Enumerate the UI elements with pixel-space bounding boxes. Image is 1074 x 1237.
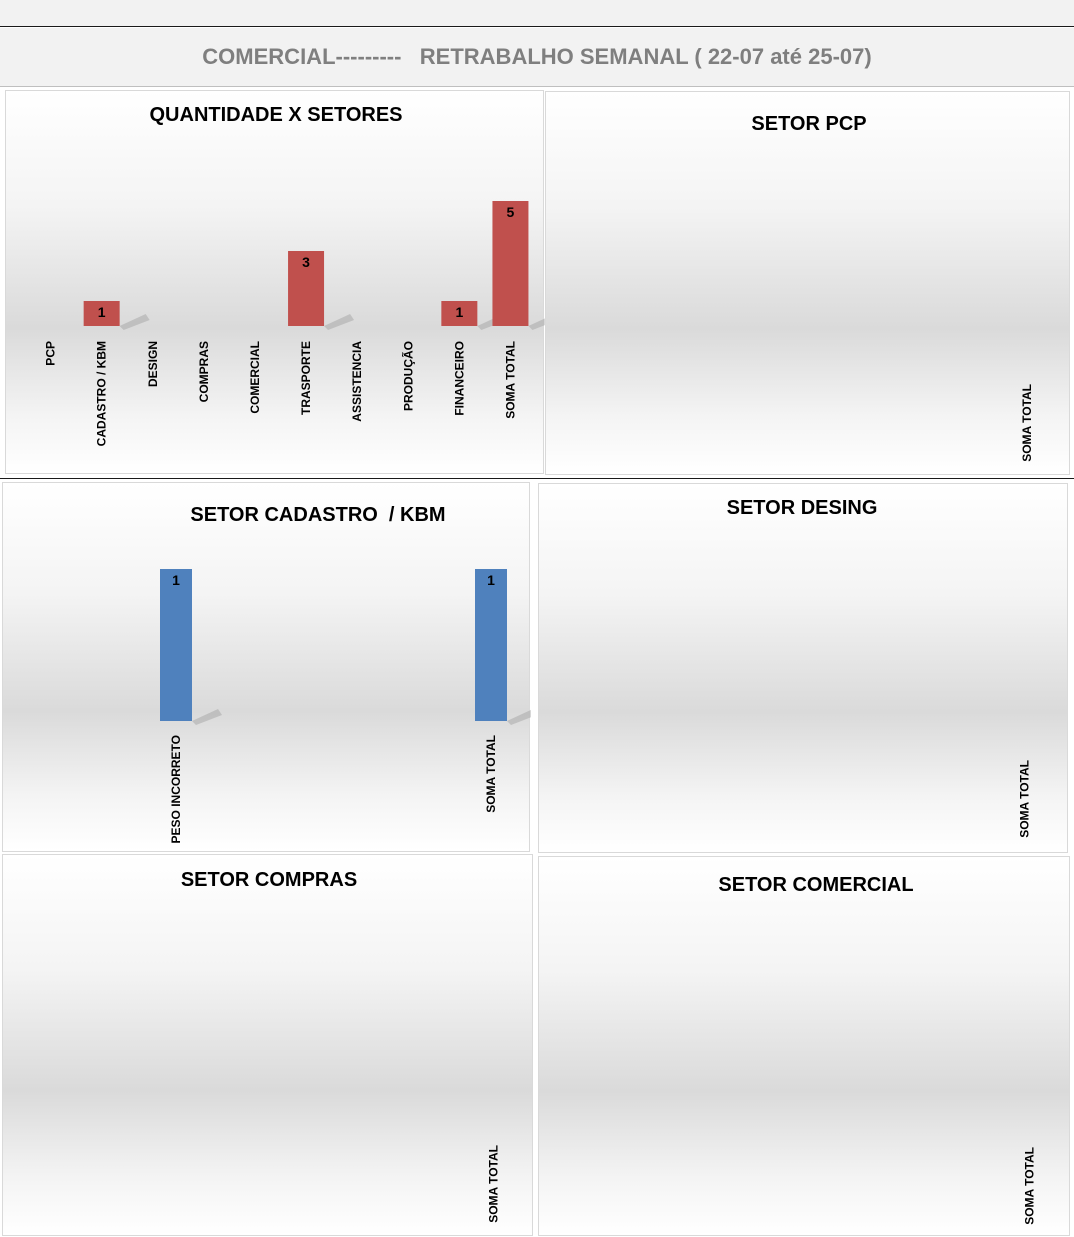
chart-setor-comercial: SETOR COMERCIAL SOMA TOTAL <box>538 856 1070 1236</box>
chart-quantidade-setores: QUANTIDADE X SETORES PCP 1 CADASTRO / KBM D… <box>5 90 545 474</box>
bar <box>288 251 325 326</box>
x-tick-label: SOMA TOTAL <box>503 341 517 419</box>
bar-chart-svg: SOMA TOTAL <box>1022 1147 1036 1225</box>
data-label: 5 <box>507 204 515 220</box>
x-tick-label: CADASTRO / KBM <box>95 341 109 446</box>
chart-title: QUANTIDADE X SETORES <box>149 104 403 126</box>
bar <box>492 201 529 326</box>
chart-title: SETOR COMERCIAL <box>718 874 914 896</box>
x-tick-label: PESO INCORRETO <box>169 735 183 843</box>
bar <box>83 301 120 326</box>
chart-setor-cadastro: SETOR CADASTRO / KBM 1 PESO INCORRETO 1 SOM… <box>2 482 531 852</box>
data-label: 1 <box>455 304 463 320</box>
top-strip <box>0 0 1074 27</box>
x-tick-label: ASSISTENCIA <box>350 341 364 422</box>
bar-chart-svg: SOMA TOTAL <box>1020 384 1034 462</box>
chart-title: SETOR COMPRAS <box>180 869 358 891</box>
bar-shadow <box>324 314 355 330</box>
x-tick-label: FINANCEIRO <box>452 341 466 416</box>
section-divider <box>0 478 1074 479</box>
x-tick-label: PCP <box>44 341 58 366</box>
x-tick-label: TRASPORTE <box>299 341 313 415</box>
x-tick-label: PRODUÇÃO <box>400 341 415 411</box>
x-tick-label: SOMA TOTAL <box>1018 760 1032 838</box>
chart-setor-compras: SETOR COMPRAS SOMA TOTAL <box>2 854 533 1236</box>
bar <box>475 569 507 721</box>
bar <box>160 569 192 721</box>
bar-chart-svg: 1 PESO INCORRETO 1 SOMA TOTAL <box>160 569 531 843</box>
bar <box>441 301 478 326</box>
x-tick-label: COMERCIAL <box>248 341 262 414</box>
chart-setor-desing: SETOR DESING SOMA TOTAL <box>538 483 1068 853</box>
bar-shadow <box>528 318 545 330</box>
bar-shadow <box>119 314 150 330</box>
bar-chart-svg: PCP 1 CADASTRO / KBM DESIGN COMPRAS COMERCIAL… <box>44 201 545 446</box>
chart-setor-pcp: SETOR PCP SOMA TOTAL <box>545 91 1070 475</box>
page-header: COMERCIAL--------- RETRABALHO SEMANAL ( … <box>0 28 1074 87</box>
data-label: 1 <box>172 572 180 588</box>
x-tick-label: SOMA TOTAL <box>486 1145 500 1223</box>
chart-title: SETOR PCP <box>751 113 867 135</box>
data-label: 1 <box>98 304 106 320</box>
x-tick-label: SOMA TOTAL <box>1020 384 1034 462</box>
bar-shadow <box>507 709 531 725</box>
bar-chart-svg: SOMA TOTAL <box>1018 760 1032 838</box>
page-title: COMERCIAL--------- RETRABALHO SEMANAL ( … <box>202 44 872 69</box>
bar-shadow <box>192 709 222 725</box>
x-tick-label: COMPRAS <box>197 341 211 402</box>
x-tick-label: SOMA TOTAL <box>1022 1147 1036 1225</box>
x-tick-label: DESIGN <box>146 341 160 387</box>
data-label: 3 <box>302 254 310 270</box>
data-label: 1 <box>487 572 495 588</box>
bar-chart-svg: SOMA TOTAL <box>486 1145 500 1223</box>
chart-title: SETOR DESING <box>726 497 878 519</box>
x-tick-label: SOMA TOTAL <box>484 735 498 813</box>
chart-title: SETOR CADASTRO / KBM <box>190 504 446 526</box>
